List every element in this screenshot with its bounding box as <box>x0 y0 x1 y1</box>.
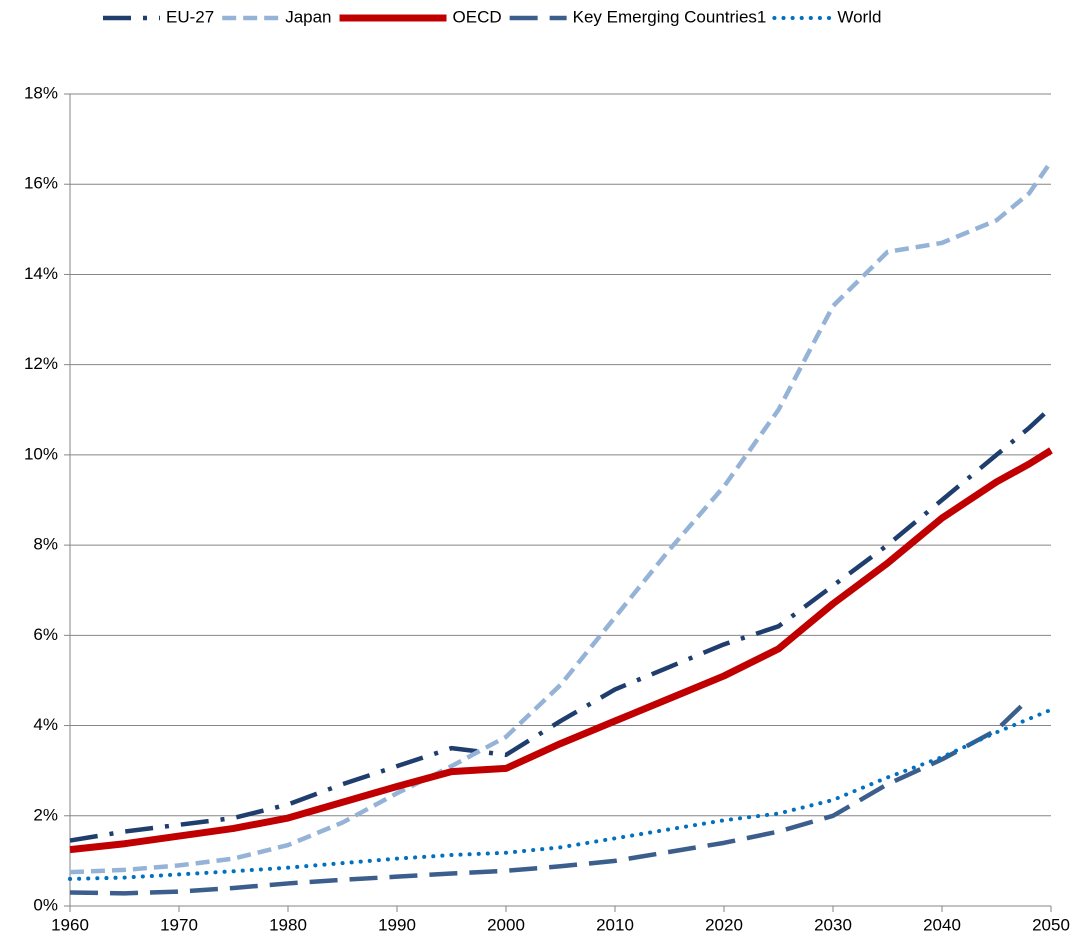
y-tick-label: 8% <box>33 535 58 554</box>
y-tick-label: 16% <box>24 174 58 193</box>
x-tick-label: 1960 <box>51 915 89 934</box>
x-tick-label: 2030 <box>814 915 852 934</box>
series-line <box>68 707 1053 881</box>
legend-label: World <box>837 7 881 26</box>
series-line <box>69 405 1053 843</box>
y-tick-label: 0% <box>33 895 58 914</box>
y-tick-label: 10% <box>24 444 58 463</box>
legend-label: Japan <box>285 7 331 26</box>
x-tick-label: 1990 <box>378 915 416 934</box>
y-tick-label: 12% <box>24 354 58 373</box>
series-line <box>69 160 1053 875</box>
x-tick-label: 1970 <box>160 915 198 934</box>
x-tick-label: 2040 <box>923 915 961 934</box>
x-tick-label: 2020 <box>705 915 743 934</box>
y-tick-label: 2% <box>33 805 58 824</box>
y-tick-label: 14% <box>24 264 58 283</box>
series-line <box>69 447 1053 854</box>
legend-label: EU-27 <box>166 7 214 26</box>
x-tick-label: 2050 <box>1032 915 1070 934</box>
y-tick-label: 18% <box>24 83 58 102</box>
y-tick-label: 6% <box>33 625 58 644</box>
x-tick-label: 2010 <box>596 915 634 934</box>
legend-label: Key Emerging Countries1 <box>573 7 767 26</box>
y-tick-label: 4% <box>33 715 58 734</box>
x-tick-label: 1980 <box>269 915 307 934</box>
x-tick-label: 2000 <box>487 915 525 934</box>
series-line <box>69 696 1031 896</box>
legend-label: OECD <box>453 7 502 26</box>
